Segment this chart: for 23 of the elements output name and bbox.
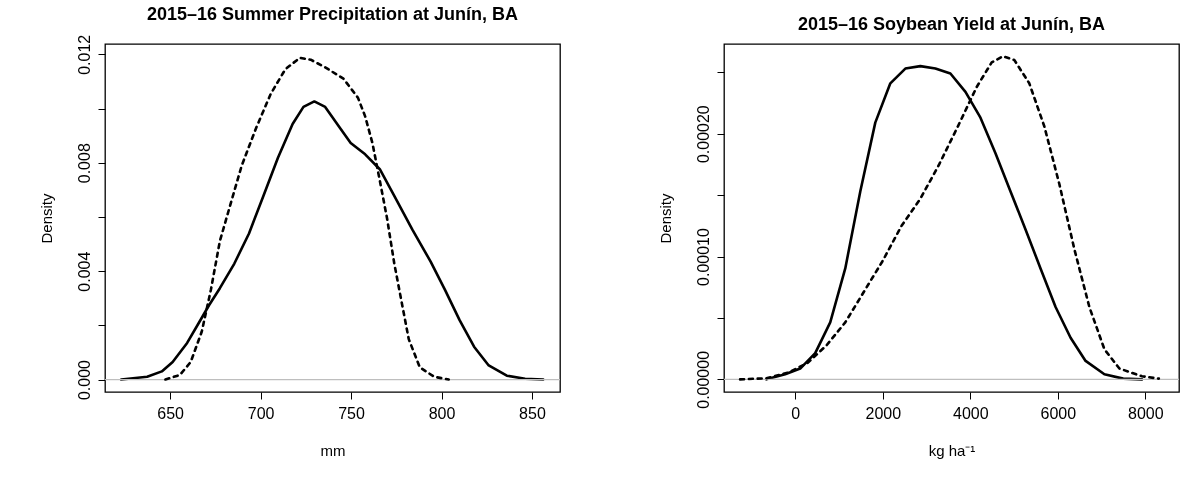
x-tick-label: 2000 (865, 404, 902, 422)
x-tick-label: 4000 (953, 404, 989, 422)
y-tick-label: 0.008 (75, 143, 93, 184)
y-tick-label: 0.00010 (694, 227, 712, 286)
x-tick-label: 6000 (1040, 404, 1077, 422)
y-tick-label: 0.00000 (694, 350, 712, 409)
x-tick-label: 8000 (1128, 404, 1164, 422)
x-tick-label: 0 (791, 404, 801, 422)
y-tick-label: 0.00020 (694, 105, 712, 164)
y-tick-label: 0.012 (75, 34, 93, 75)
x-tick-label: 800 (428, 404, 456, 422)
y-tick-label: 0.004 (75, 251, 93, 292)
chart-title: 2015–16 Soybean Yield at Junín, BA (797, 14, 1106, 34)
x-axis-title: mm (320, 441, 346, 459)
y-axis-title: Density (37, 193, 55, 244)
x-tick-label: 750 (338, 404, 365, 422)
y-tick-label: 0.000 (75, 359, 93, 401)
x-tick-label: 700 (247, 404, 275, 422)
chart-title: 2015–16 Summer Precipitation at Junín, BA (146, 4, 519, 25)
y-axis-title: Density (656, 193, 674, 244)
x-tick-label: 850 (519, 404, 546, 422)
x-axis-title: kg ha⁻¹ (928, 441, 976, 459)
x-tick-label: 650 (157, 404, 185, 422)
